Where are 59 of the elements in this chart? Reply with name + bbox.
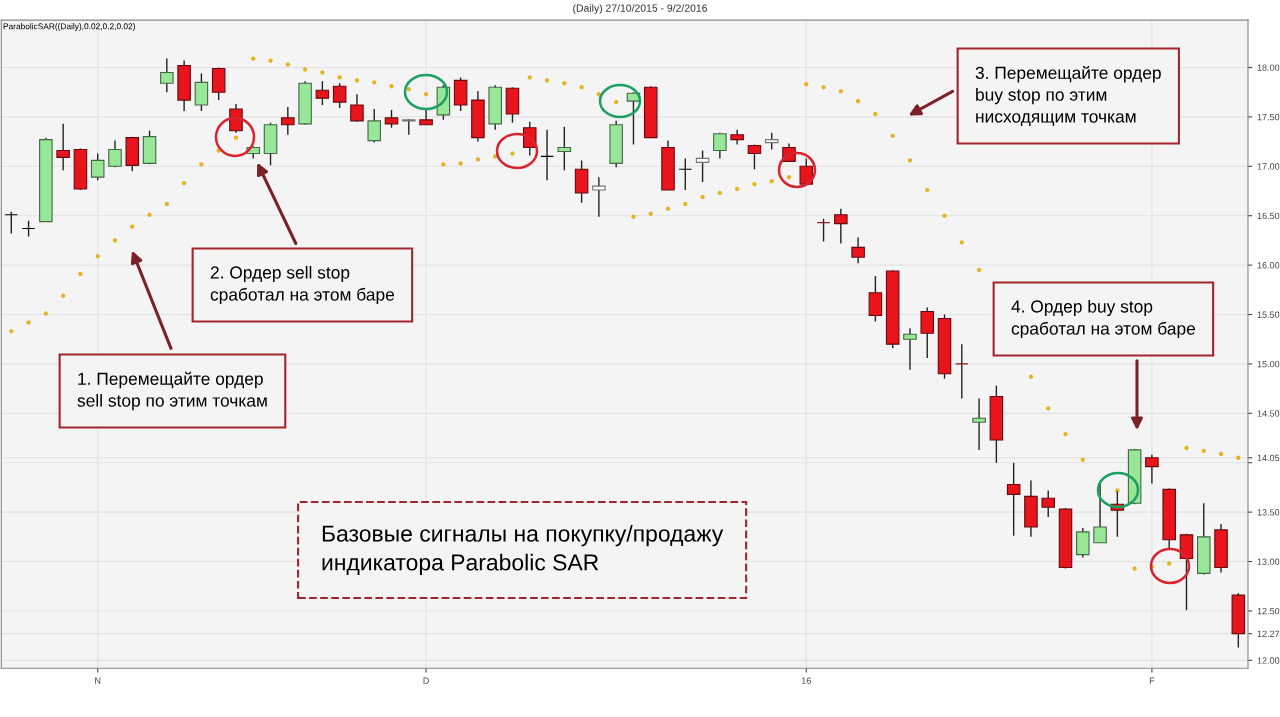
annotation: 2. Ордер sell stop сработал на этом баре: [210, 265, 395, 305]
y-tick-label: 12.50: [1257, 607, 1280, 615]
annotation: Базовые сигналы на покупку/продажу индикатора Parabolic SAR: [322, 524, 724, 576]
annotation: 4. Ордер buy stop сработал на этом баре: [1011, 299, 1196, 339]
candlestick: [1041, 489, 1055, 518]
candlestick: [56, 123, 70, 171]
x-tick-label: D: [423, 677, 429, 684]
candlestick: [229, 103, 243, 134]
annotation: 1. Перемещайте ордер sell stop по этим точкам: [77, 371, 267, 411]
annotation: 3. Перемещайте ордер buy stop по этим нисходящим точкам: [975, 65, 1161, 126]
candlestick: [972, 397, 986, 451]
y-tick-label: 13.00: [1257, 558, 1280, 565]
candlestick: [799, 157, 814, 185]
candlestick: [211, 66, 226, 101]
candlestick: [695, 149, 710, 183]
y-tick-label: 15.00: [1257, 360, 1280, 368]
candlestick: [1006, 462, 1021, 537]
annotation: ParabolicSAR((Daily),0.02,0.2,0.02): [3, 23, 135, 31]
candlestick: [955, 343, 969, 400]
x-tick-label: N: [95, 677, 101, 684]
candlestick: [367, 108, 382, 144]
candlestick: [108, 139, 122, 168]
y-tick-label: 12.00: [1257, 657, 1280, 664]
candlestick: [868, 275, 883, 323]
candlestick: [540, 129, 554, 181]
candlestick: [281, 106, 295, 136]
y-tick-label: 18.00: [1257, 64, 1280, 71]
candlestick: [1076, 527, 1090, 559]
y-tick-label: 14.50: [1257, 410, 1280, 417]
candlestick: [920, 306, 935, 359]
candlestick: [713, 132, 727, 160]
candlestick: [160, 57, 174, 93]
candlestick: [678, 157, 693, 191]
candlestick: [194, 72, 209, 112]
candlestick: [332, 82, 347, 109]
candlestick: [90, 152, 105, 181]
y-tick-label: 17.00: [1257, 163, 1280, 170]
candlestick: [851, 236, 865, 264]
y-tick-label: 16.50: [1257, 212, 1280, 220]
candlestick: [4, 211, 19, 235]
candlestick: [574, 159, 589, 204]
candlestick: [1145, 454, 1159, 485]
y-tick-label: 14.05: [1257, 454, 1280, 462]
y-tick-label: 12.27: [1257, 630, 1280, 637]
chart-title: (Daily) 27/10/2015 - 9/2/2016: [573, 4, 708, 14]
candlestick: [834, 208, 848, 245]
candlestick: [903, 327, 917, 371]
y-tick-label: 15.50: [1257, 311, 1280, 318]
candlestick: [816, 217, 831, 243]
y-tick-label: 13.50: [1257, 509, 1280, 516]
candlestick: [747, 143, 762, 170]
candlestick: [557, 126, 572, 171]
candlestick: [592, 176, 606, 218]
x-tick-label: 16: [801, 677, 811, 684]
candlestick: [350, 93, 364, 123]
y-tick-label: 17.50: [1257, 113, 1280, 121]
candlestick: [315, 80, 330, 106]
x-tick-label: F: [1149, 677, 1155, 684]
y-tick-label: 16.00: [1257, 262, 1280, 269]
